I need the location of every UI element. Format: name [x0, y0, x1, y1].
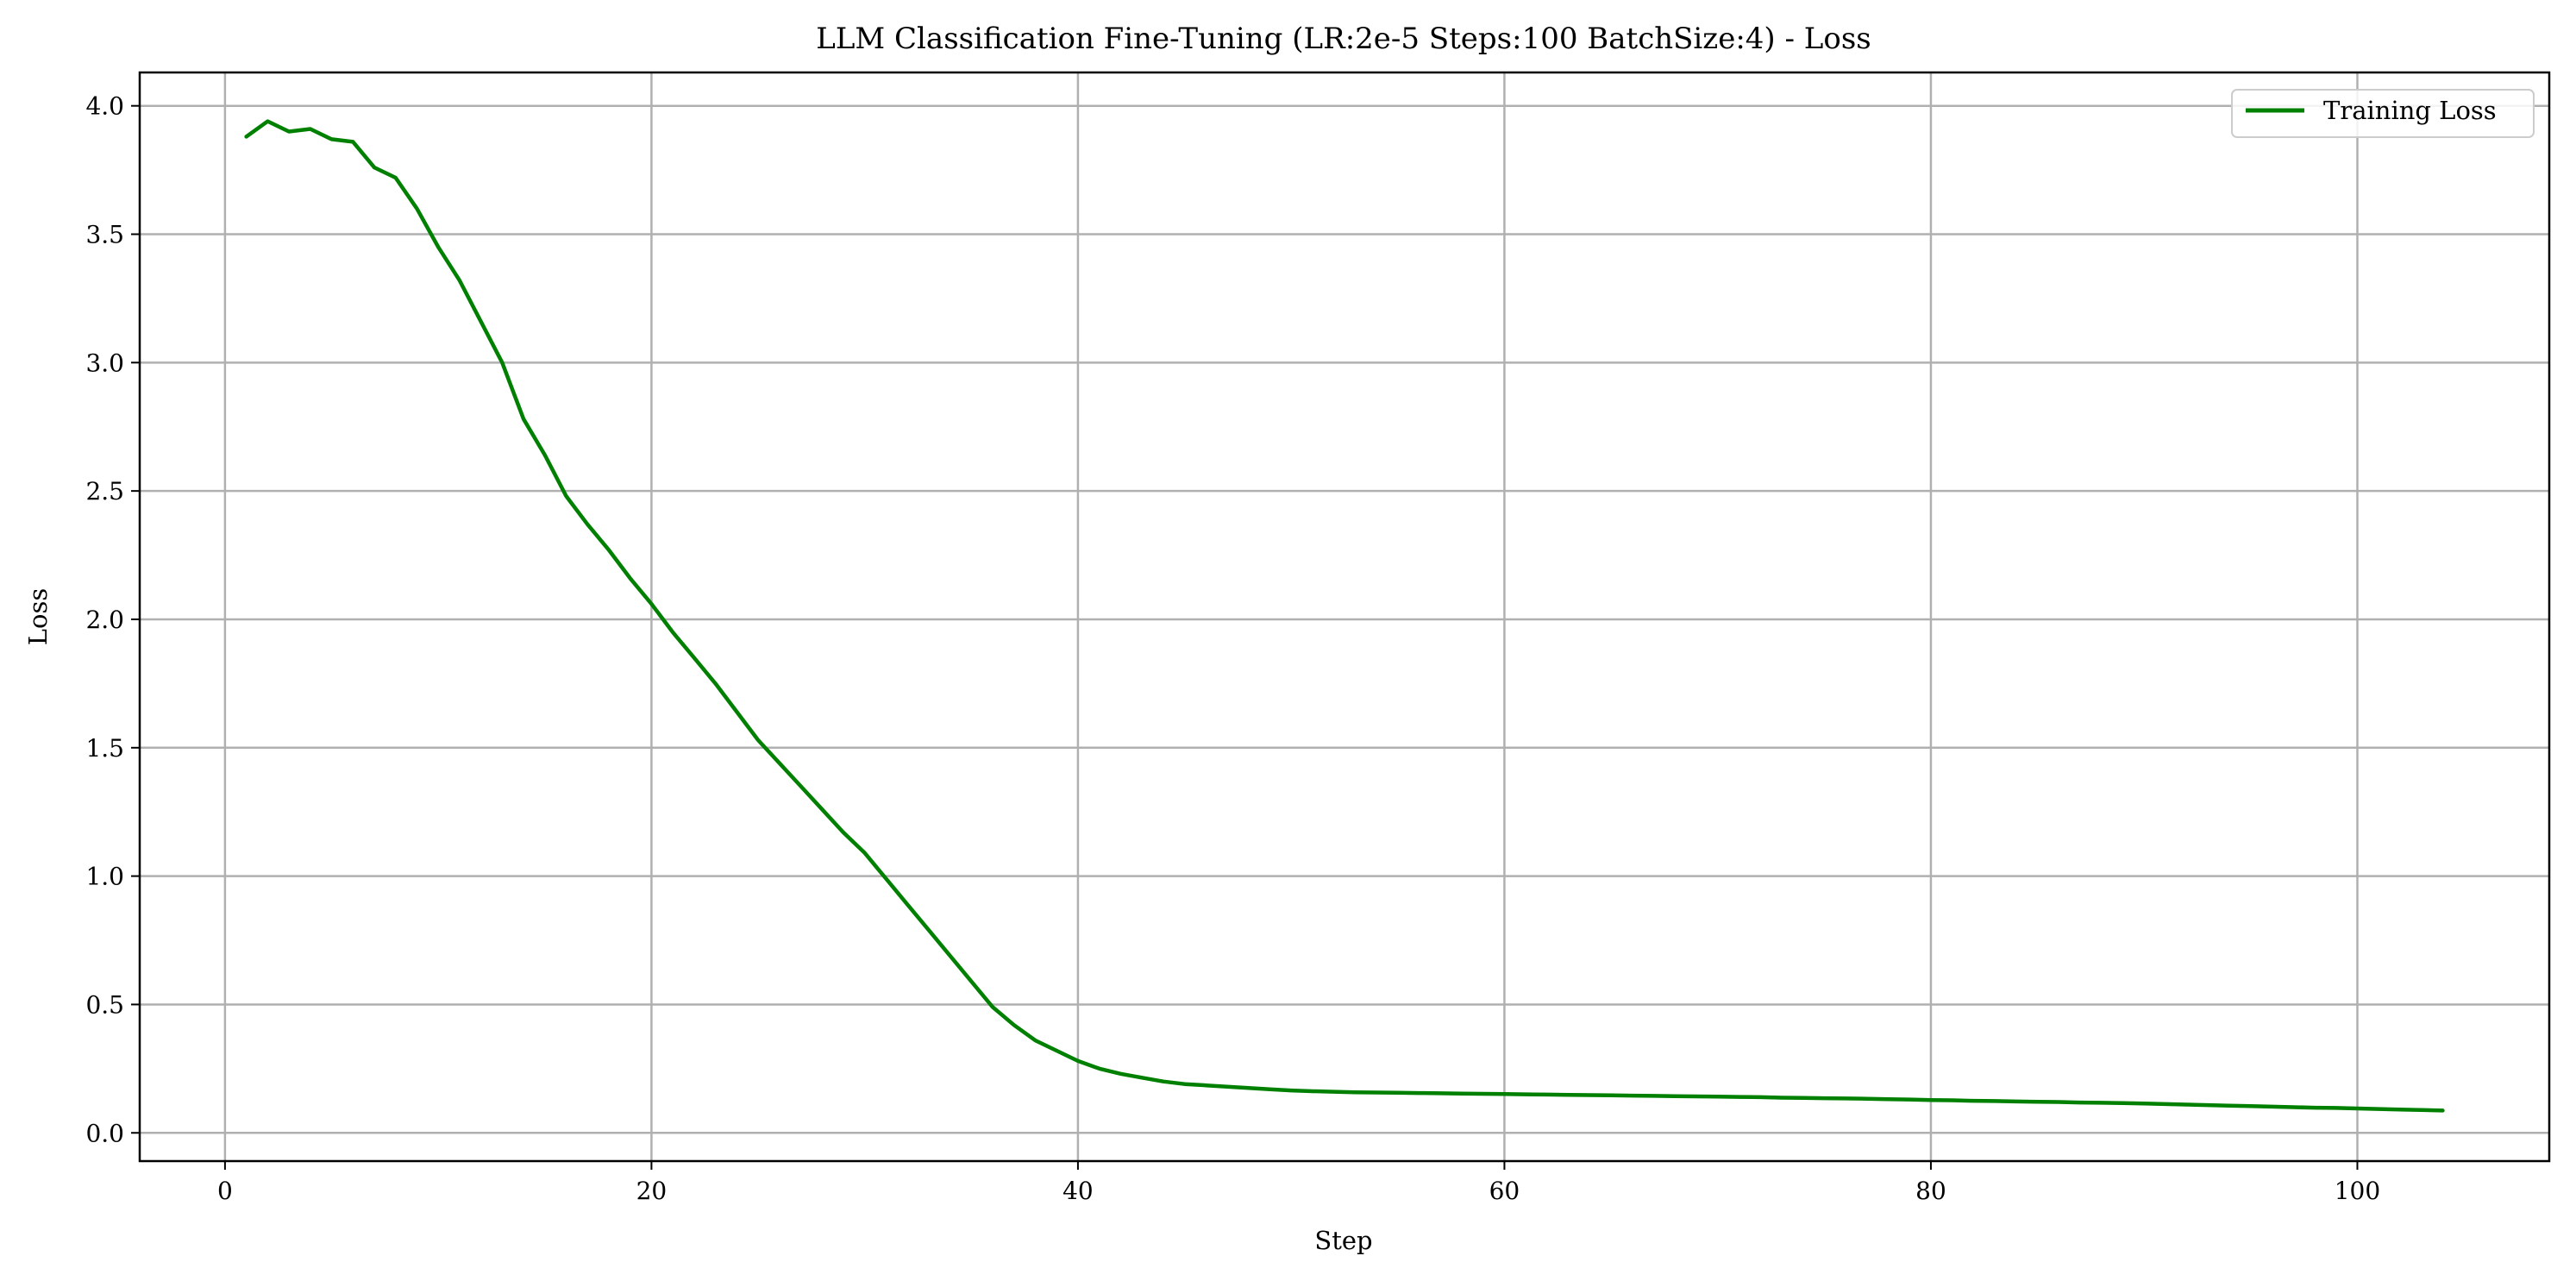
y-tick-label: 2.0	[85, 606, 124, 634]
y-tick-label: 0.5	[85, 990, 124, 1019]
series-layer	[244, 119, 2445, 1113]
plot-frame	[138, 71, 2551, 1163]
y-tick-label: 1.5	[85, 734, 124, 763]
y-tick-label: 1.0	[85, 863, 124, 891]
grid-lines	[140, 72, 2549, 1161]
axis-ticks: 0 20 40 60 80 100 0.0 0.5 1.0 1.5 2.0 2.5 3.0 3.5 4.0	[85, 92, 2380, 1205]
legend: Training Loss	[2231, 89, 2535, 138]
x-tick-label: 40	[1062, 1177, 1094, 1205]
series-line-training-loss	[244, 119, 2445, 1113]
x-axis-label: Step	[1314, 1226, 1372, 1255]
y-tick-label: 2.5	[85, 477, 124, 505]
x-tick-label: 80	[1915, 1177, 1946, 1205]
x-tick-label: 60	[1489, 1177, 1520, 1205]
y-tick-label: 3.5	[85, 221, 124, 249]
y-axis-label: Loss	[23, 588, 53, 645]
x-tick-label: 0	[217, 1177, 233, 1205]
y-tick-label: 0.0	[85, 1119, 124, 1147]
x-tick-label: 20	[636, 1177, 668, 1205]
legend-box	[2231, 89, 2535, 138]
y-tick-label: 3.0	[85, 349, 124, 377]
y-tick-label: 4.0	[85, 92, 124, 121]
x-tick-label: 100	[2335, 1177, 2380, 1205]
legend-label: Training Loss	[2323, 96, 2497, 125]
chart-title: LLM Classification Fine-Tuning (LR:2e-5 …	[816, 22, 1871, 56]
